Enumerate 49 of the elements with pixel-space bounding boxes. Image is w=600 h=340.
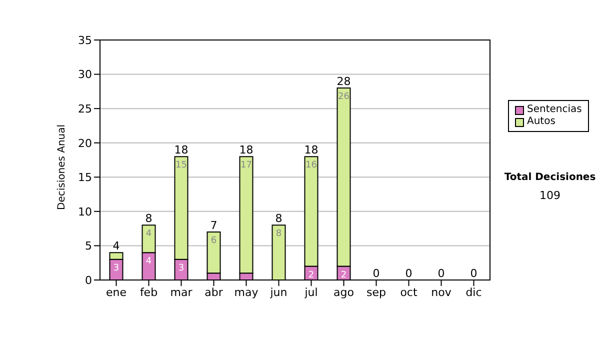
total-label: 8	[145, 212, 152, 226]
x-tick-label: jul	[304, 286, 318, 299]
text: Total Decisiones	[503, 172, 597, 183]
y-axis-title: Decisiones Anual	[56, 124, 68, 210]
x-tick-label: may	[234, 286, 259, 299]
data-label: 4	[146, 229, 152, 240]
x-tick-label: sep	[366, 286, 386, 299]
data-label: 6	[210, 236, 217, 246]
total-label: 18	[304, 144, 318, 157]
y-tick-label: 20	[78, 136, 92, 150]
x-tick-label: abr	[204, 286, 224, 299]
data-label: 17	[240, 160, 252, 171]
y-tick-label: 10	[78, 205, 92, 218]
x-tick-label: dic	[466, 286, 482, 299]
x-tick-label: feb	[140, 286, 158, 299]
x-tick-label: ene	[106, 286, 127, 299]
x-tick-label: mar	[170, 286, 193, 299]
data-label: 26	[338, 92, 350, 102]
total-label: 0	[405, 267, 412, 280]
data-label: 15	[176, 160, 187, 171]
legend-label: Sentencias	[527, 104, 582, 116]
y-tick-label: 30	[78, 68, 92, 82]
x-tick-label: nov	[431, 286, 452, 299]
data-label: 16	[306, 160, 318, 171]
data-label: 4	[146, 256, 152, 267]
x-tick-label: jun	[269, 286, 288, 299]
y-tick-label: 15	[78, 171, 92, 184]
y-tick-label: 35	[78, 34, 92, 47]
text: 109	[538, 189, 562, 202]
legend-label: Autos	[527, 116, 556, 128]
y-tick-label: 5	[85, 240, 92, 253]
total-label: 0	[470, 267, 478, 280]
total-label: 28	[336, 75, 351, 88]
x-tick-label: ago	[334, 286, 354, 299]
total-label: 0	[372, 267, 380, 280]
total-label: 18	[174, 144, 188, 157]
total-label: 8	[275, 212, 282, 226]
x-tick-label: oct	[400, 286, 418, 299]
total-label: 18	[239, 144, 254, 157]
total-label: 0	[438, 267, 445, 280]
data-label: 2	[340, 270, 347, 280]
data-label: 8	[276, 229, 282, 240]
data-label: 2	[308, 270, 314, 280]
data-label: 3	[178, 263, 184, 274]
total-label: 7	[210, 219, 218, 232]
total-label: 4	[112, 240, 120, 253]
y-tick-label: 0	[85, 274, 92, 287]
y-tick-label: 25	[78, 102, 92, 116]
data-label: 3	[113, 263, 120, 274]
